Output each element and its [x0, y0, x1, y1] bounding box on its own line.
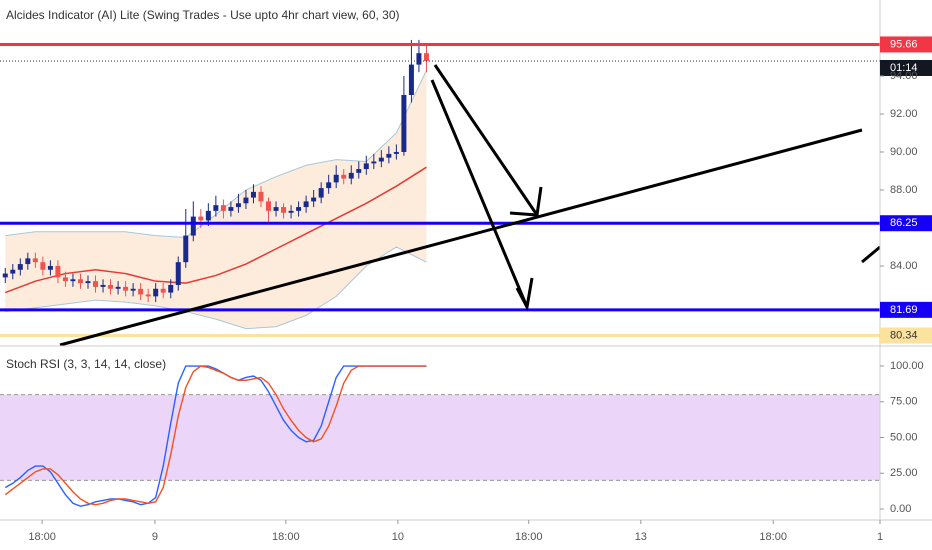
- axis-labels: 95.6686.2581.6980.3401:1484.0088.0090.00…: [28, 36, 932, 543]
- x-tick-label: 13: [635, 531, 647, 543]
- level-label: 81.69: [890, 304, 918, 316]
- y-tick-label: 92.00: [890, 108, 918, 120]
- y-tick-label: 25.00: [890, 467, 918, 479]
- band-fill: [5, 70, 427, 329]
- oversold-band: [0, 394, 880, 481]
- y-tick-label: 88.00: [890, 184, 918, 196]
- y-tick-label: 90.00: [890, 146, 918, 158]
- candle-body: [356, 169, 362, 173]
- candle-body: [115, 286, 121, 289]
- candle-body: [55, 265, 61, 278]
- candle-body: [47, 265, 53, 270]
- candle-body: [17, 264, 23, 270]
- candle-body: [213, 205, 219, 211]
- basis-line: [4, 166, 427, 294]
- candle-body: [183, 235, 189, 263]
- trendline: [59, 128, 863, 347]
- x-tick-label: 18:00: [28, 531, 56, 543]
- candle-body: [32, 258, 38, 263]
- candle-body: [243, 197, 249, 204]
- candle-body: [220, 205, 226, 211]
- level-label: 80.34: [890, 329, 918, 341]
- x-tick-label: 9: [152, 531, 158, 543]
- candle-body: [393, 151, 399, 154]
- candle-body: [235, 203, 241, 208]
- x-tick-label: 18:00: [272, 531, 300, 543]
- level-tag: [880, 36, 932, 53]
- candle-body: [10, 269, 16, 274]
- candle-body: [168, 284, 174, 293]
- candle-body: [228, 207, 234, 211]
- candle-body: [288, 210, 294, 213]
- x-tick-label: 18:00: [515, 531, 543, 543]
- y-tick-label: 0.00: [890, 503, 911, 515]
- candle-body: [130, 288, 136, 291]
- level-label: 86.25: [890, 217, 918, 229]
- level-label: 95.66: [890, 38, 918, 50]
- candle-body: [85, 281, 91, 284]
- candle-body: [348, 172, 354, 179]
- candle-body: [40, 262, 46, 270]
- candle-body: [333, 174, 339, 183]
- candle-body: [258, 191, 264, 202]
- candle-body: [273, 207, 279, 211]
- candle-body: [160, 288, 166, 293]
- candle-body: [303, 201, 309, 208]
- y-tick-label: 50.00: [890, 431, 918, 443]
- candle-body: [175, 262, 181, 285]
- candle-body: [423, 53, 429, 61]
- candle-body: [386, 153, 392, 158]
- candle-body: [138, 288, 144, 295]
- stoch-title: Stoch RSI (3, 3, 14, 14, close): [6, 357, 166, 371]
- candle-body: [266, 201, 272, 211]
- candle-body: [198, 216, 204, 221]
- stoch-line: [4, 365, 427, 506]
- candle-body: [341, 174, 347, 179]
- y-tick-label: 94.00: [890, 70, 918, 82]
- candle-body: [408, 64, 414, 95]
- countdown-tag: [880, 59, 932, 76]
- candle-body: [62, 277, 68, 282]
- arrows: [430, 64, 881, 312]
- candle-body: [371, 161, 377, 164]
- candle-body: [153, 288, 159, 297]
- candle-body: [416, 53, 422, 65]
- candle-body: [77, 279, 83, 284]
- candle-body: [281, 207, 287, 213]
- candle-body: [296, 207, 302, 211]
- candle-body: [190, 216, 196, 236]
- plot: [0, 39, 880, 507]
- candle-body: [205, 210, 211, 221]
- level-tag: [880, 215, 932, 232]
- candle-body: [108, 284, 114, 289]
- band-line: [5, 246, 427, 330]
- candle-body: [25, 258, 31, 265]
- candle-body: [326, 182, 332, 189]
- x-tick-label: 1: [877, 531, 883, 543]
- candle-body: [2, 273, 8, 278]
- level-tag: [880, 327, 932, 344]
- candle-body: [311, 197, 317, 202]
- x-tick-label: 10: [392, 531, 404, 543]
- candle-body: [145, 294, 151, 297]
- y-tick-label: 84.00: [890, 260, 918, 272]
- candle-body: [401, 94, 407, 152]
- candle-body: [378, 157, 384, 162]
- candle-body: [70, 279, 76, 282]
- candle-body: [250, 191, 256, 198]
- candle-body: [318, 188, 324, 198]
- y-tick-label: 100.00: [890, 360, 924, 372]
- x-tick-label: 18:00: [759, 531, 787, 543]
- candle-body: [93, 281, 99, 287]
- indicator-title: Alcides Indicator (AI) Lite (Swing Trade…: [6, 8, 400, 22]
- y-tick-label: 75.00: [890, 396, 918, 408]
- level-tag: [880, 301, 932, 318]
- price-axis: [880, 0, 932, 550]
- candle-body: [363, 163, 369, 170]
- candle-body: [100, 284, 106, 287]
- candle-body: [123, 286, 129, 291]
- countdown-label: 01:14: [890, 62, 918, 74]
- stoch-line: [4, 365, 427, 507]
